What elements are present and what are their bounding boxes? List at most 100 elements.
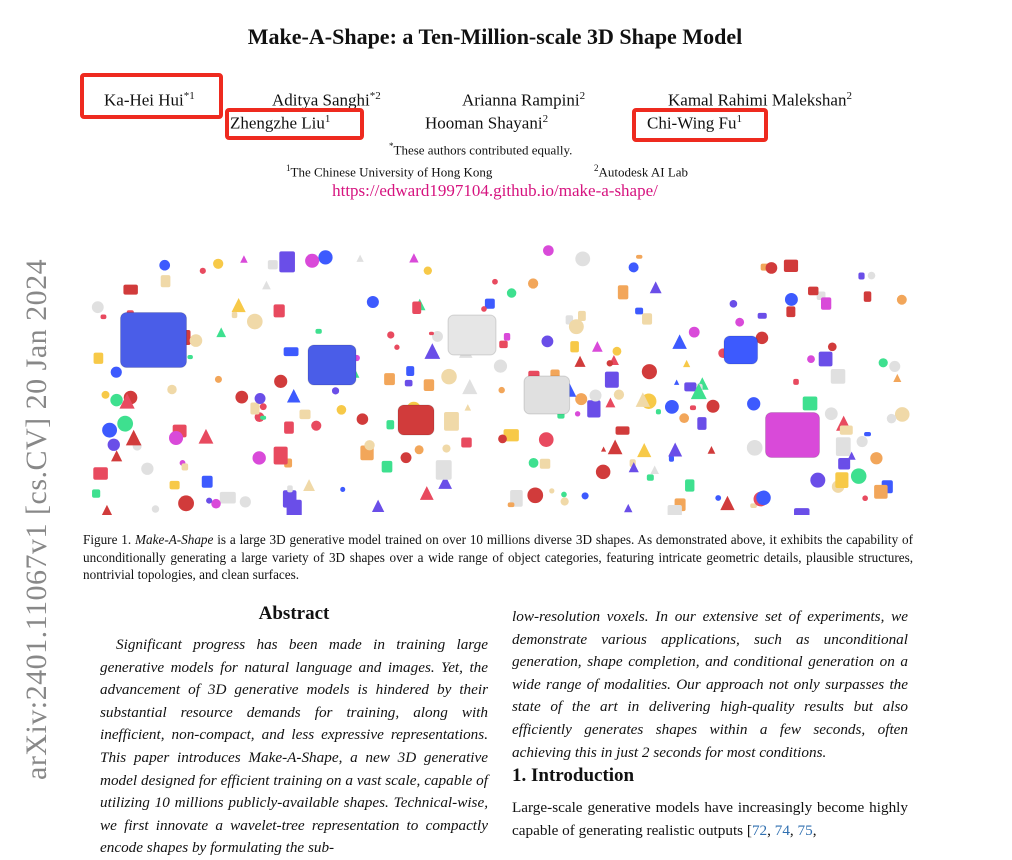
shape-mark: [870, 452, 883, 465]
shape-mark: [589, 389, 602, 402]
shape-mark: [181, 463, 189, 471]
shape-mark: [723, 335, 759, 365]
author-sup: 1: [324, 113, 331, 125]
intro-text-end: ,: [812, 821, 817, 839]
shape-mark: [747, 397, 761, 411]
introduction-heading: 1. Introduction: [512, 765, 635, 786]
shape-mark: [850, 468, 867, 484]
shape-mark: [384, 373, 395, 386]
caption-text: is a large 3D generative model trained o…: [83, 532, 913, 582]
shape-mark: [287, 485, 293, 493]
shape-mark: [404, 379, 413, 387]
shape-mark: [664, 399, 679, 414]
author-sup: *1: [183, 90, 195, 102]
shape-mark: [318, 250, 333, 265]
shape-mark: [240, 255, 248, 263]
intro-text: Large-scale generative models have incre…: [512, 799, 908, 839]
shape-mark: [527, 487, 544, 504]
shape-mark: [279, 251, 295, 273]
shape-mark: [707, 446, 716, 454]
shape-mark: [441, 368, 457, 385]
shape-mark: [574, 355, 586, 367]
shape-mark: [102, 422, 118, 438]
shape-mark: [863, 291, 872, 302]
shape-mark: [211, 498, 221, 509]
shape-mark: [624, 503, 633, 513]
shape-mark: [746, 439, 763, 456]
affiliation-2: 2Autodesk AI Lab: [594, 163, 688, 180]
shape-mark: [706, 399, 720, 413]
shape-mark: [528, 457, 539, 468]
shape-mark: [528, 278, 539, 289]
shape-mark: [783, 259, 799, 273]
author-ka-hei-hui: Ka-Hei Hui*1: [104, 90, 195, 111]
citation-link[interactable]: 74: [774, 821, 790, 839]
shape-mark: [447, 314, 497, 356]
shape-mark: [587, 400, 601, 418]
shape-mark: [605, 397, 616, 408]
shape-mark: [628, 262, 639, 273]
shape-mark: [432, 331, 443, 342]
shape-mark: [575, 393, 588, 406]
shape-mark: [568, 319, 584, 335]
shape-mark: [503, 429, 519, 442]
shape-mark: [438, 475, 453, 489]
shape-mark: [575, 251, 591, 267]
shape-mark: [273, 304, 285, 318]
author-name: Ka-Hei Hui: [104, 90, 184, 110]
shape-mark: [874, 484, 888, 499]
shape-mark: [685, 479, 695, 492]
shape-mark: [561, 491, 567, 498]
author-name: Kamal Rahimi Malekshan: [668, 90, 847, 110]
shape-mark: [199, 267, 206, 274]
shape-mark: [461, 437, 472, 448]
shape-mark: [683, 359, 691, 368]
shape-mark: [628, 462, 639, 473]
shape-mark: [690, 383, 707, 400]
figure-shapes-collage: [91, 245, 910, 515]
shape-mark: [612, 346, 622, 356]
shape-mark: [187, 355, 193, 360]
shape-mark: [428, 331, 434, 336]
shape-mark: [835, 437, 851, 457]
affiliation-text: Autodesk AI Lab: [598, 164, 689, 180]
citation-link[interactable]: 75: [797, 821, 813, 839]
shape-mark: [802, 396, 818, 411]
shape-mark: [366, 296, 379, 309]
author-sup: 1: [736, 113, 743, 125]
shape-mark: [198, 428, 214, 444]
shape-mark: [340, 486, 346, 492]
affiliation-text: The Chinese University of Hong Kong: [290, 164, 493, 180]
shape-mark: [93, 467, 108, 480]
shape-mark: [92, 489, 101, 498]
shape-mark: [260, 415, 267, 420]
shape-mark: [336, 404, 347, 415]
shape-mark: [756, 490, 771, 506]
shape-mark: [231, 311, 238, 319]
shape-mark: [667, 505, 682, 515]
shape-mark: [412, 301, 422, 315]
citation-link[interactable]: 72: [751, 821, 768, 839]
shape-mark: [101, 390, 110, 399]
highlight-box: [225, 108, 364, 140]
shape-mark: [838, 458, 851, 470]
shape-mark: [123, 284, 138, 295]
shape-mark: [574, 411, 581, 417]
shape-mark: [239, 496, 251, 508]
shape-mark: [541, 335, 554, 348]
project-link[interactable]: https://edward1997104.github.io/make-a-s…: [332, 181, 658, 200]
affiliation-sup: 1: [286, 163, 291, 173]
author-name: Zhengzhe Liu: [230, 113, 325, 133]
shape-mark: [206, 497, 213, 504]
shape-mark: [303, 479, 315, 491]
author-name: Arianna Rampini: [462, 90, 580, 110]
abstract-heading: Abstract: [258, 603, 330, 624]
shape-mark: [423, 379, 435, 392]
shape-mark: [673, 379, 680, 385]
author-name: Aditya Sanghi: [272, 90, 370, 110]
shape-mark: [273, 446, 288, 465]
shape-mark: [641, 364, 657, 380]
shape-mark: [750, 503, 757, 508]
shape-mark: [267, 260, 278, 270]
shape-mark: [484, 298, 495, 309]
